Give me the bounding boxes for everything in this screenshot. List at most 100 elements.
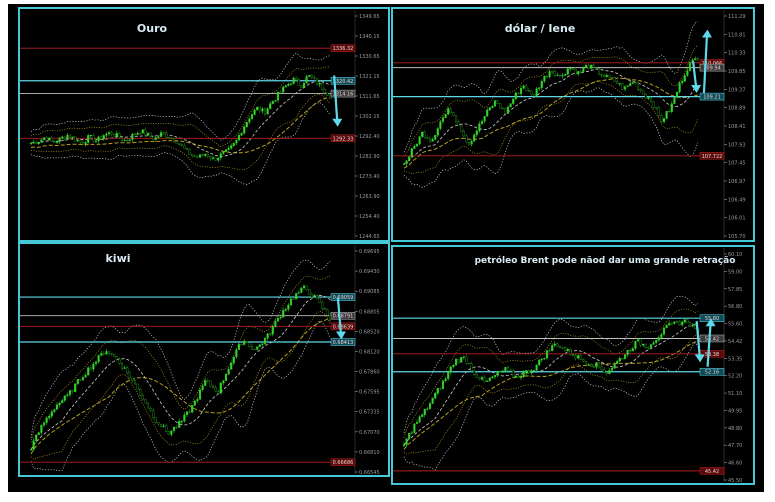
gold-candle-body (326, 92, 329, 96)
brent-candle-body (668, 323, 671, 326)
kiwi-candle-body (206, 380, 209, 382)
gold-candle-body (131, 133, 134, 140)
kiwi-candle-body (149, 407, 152, 411)
kiwi-candle-body (110, 353, 113, 355)
kiwi-candle-body (42, 422, 46, 426)
kiwi-candle-body (144, 399, 147, 404)
gold-band-inner-lower (30, 94, 331, 171)
kiwi-candle-body (292, 298, 295, 300)
usdjpy-candle-body (428, 138, 432, 142)
gold-candle-body (92, 134, 95, 142)
kiwi-candle-body (133, 380, 137, 385)
kiwi-candle-body (279, 316, 282, 319)
brent-y-tick-label: 52.20 (728, 374, 742, 380)
brent-y-tick-label: 55.60 (728, 322, 742, 328)
usdjpy-candle-body (486, 109, 489, 117)
kiwi-level-tag (330, 458, 356, 466)
brent-candle-body (551, 345, 554, 351)
brent-candle-body (488, 377, 491, 381)
kiwi-candle-body (131, 377, 134, 381)
usdjpy-y-tick-label: 107.45 (728, 161, 746, 167)
gold-candle-body (183, 145, 186, 149)
brent-candle-body (623, 354, 627, 359)
gold-candle-body (237, 135, 241, 141)
kiwi-candle-body (154, 417, 157, 423)
gold-candle-body (37, 142, 40, 144)
kiwi-y-tick-label: 0.69085 (359, 289, 380, 295)
gold-candle-body (250, 114, 254, 119)
kiwi-candle-body (276, 318, 280, 322)
brent-level-tag (699, 467, 725, 475)
gold-candle-body (305, 76, 308, 84)
brent-candle-body (525, 370, 528, 373)
usdjpy-candle-body (553, 71, 556, 76)
gold-candle-body (118, 133, 121, 138)
gold-candle-body (328, 95, 332, 99)
brent-candle-body (644, 343, 647, 348)
kiwi-candle-body (139, 388, 142, 396)
usdjpy-candle-body (514, 92, 517, 100)
brent-candle-body (527, 370, 530, 374)
usdjpy-candle-body (460, 125, 463, 132)
usdjpy-candle-body (577, 71, 580, 75)
brent-candle-body (678, 321, 681, 326)
kiwi-band-outer-upper (30, 259, 331, 438)
gold-candle-body (204, 153, 207, 156)
gold-candle-body (84, 142, 87, 145)
gold-candle-body (159, 132, 163, 137)
usdjpy-candle-body (423, 131, 426, 138)
gold-candle-body (188, 148, 191, 155)
usdjpy-candle-body (660, 115, 663, 122)
brent-moving-average (403, 323, 698, 446)
brent-candle-body (597, 362, 601, 368)
usdjpy-candle-body (582, 67, 585, 72)
brent-candle-body (532, 370, 536, 372)
kiwi-candle-body (219, 382, 222, 394)
usdjpy-candle-body (410, 148, 413, 157)
usdjpy-candle-body (525, 85, 528, 91)
kiwi-candle-body (141, 395, 144, 400)
usdjpy-candle-body (540, 81, 543, 88)
gold-candle-body (133, 133, 137, 135)
usdjpy-forecast-arrow (702, 35, 709, 94)
gold-level-tag (330, 77, 356, 85)
brent-level-label: 55.80 (705, 316, 719, 322)
gold-candle-body (97, 136, 100, 142)
gold-candle-body (256, 106, 259, 111)
usdjpy-candle-body (506, 106, 510, 114)
kiwi-candle-body (323, 308, 326, 310)
brent-candle-body (636, 339, 640, 342)
kiwi-candle-body (282, 310, 285, 318)
brent-candle-body (574, 355, 577, 359)
usdjpy-candle-body (629, 83, 632, 86)
kiwi-y-tick-label: 0.68520 (359, 329, 380, 335)
gold-candle-body (128, 139, 131, 141)
gold-candle-body (240, 132, 243, 136)
brent-candle-body (543, 357, 546, 360)
brent-candle-body (590, 364, 593, 367)
kiwi-candle-body (48, 416, 51, 419)
gold-y-tick-label: 1244.65 (359, 234, 380, 240)
usdjpy-candle-body (462, 131, 465, 137)
kiwi-candle-body (271, 326, 274, 335)
kiwi-candle-body (248, 342, 251, 347)
gold-candle-body (274, 100, 277, 102)
kiwi-forecast-arrow (336, 297, 342, 334)
gold-y-tick-label: 1254.40 (359, 214, 380, 220)
gold-candle-body (224, 149, 228, 152)
kiwi-candle-body (167, 431, 170, 435)
usdjpy-band-outer-lower (403, 87, 699, 188)
usdjpy-candle-body (457, 121, 460, 127)
brent-y-tick-label: 59.00 (728, 269, 742, 275)
kiwi-candle-body (232, 356, 235, 364)
brent-candle-body (558, 346, 562, 348)
kiwi-candle-body (198, 389, 202, 400)
gold-y-tick-label: 1321.15 (359, 74, 380, 80)
usdjpy-level-tag (699, 152, 725, 160)
usdjpy-candle-body (686, 70, 689, 76)
brent-candle-body (441, 380, 445, 390)
usdjpy-candle-body (499, 103, 502, 109)
gold-candle-body (45, 137, 48, 141)
kiwi-moving-average (30, 294, 331, 450)
panel-brent: 60.10 59.00 57.85 56.80 55.60 54.42 53.35 52.20… (391, 245, 755, 485)
